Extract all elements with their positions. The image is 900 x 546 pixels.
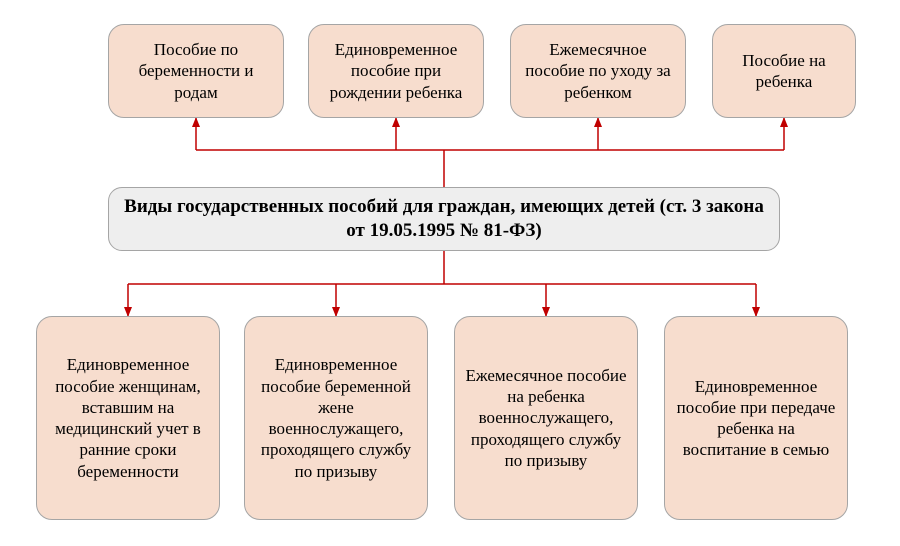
benefit-label: Единовременное пособие женщинам, вставши… (47, 354, 209, 482)
benefit-label: Единовременное пособие при рождении ребе… (319, 39, 473, 103)
benefit-label: Единовременное пособие беременной жене в… (255, 354, 417, 482)
benefit-box-military-child: Ежемесячное пособие на ребенка военнослу… (454, 316, 638, 520)
center-title-box: Виды государственных пособий для граждан… (108, 187, 780, 251)
benefit-box-pregnancy-birth: Пособие по беременности и родам (108, 24, 284, 118)
benefit-label: Единовременное пособие при передаче ребе… (675, 376, 837, 461)
benefit-label: Пособие на ребенка (723, 50, 845, 93)
benefit-box-birth-lump-sum: Единовременное пособие при рождении ребе… (308, 24, 484, 118)
center-title-text: Виды государственных пособий для граждан… (119, 195, 769, 243)
benefit-box-child-allowance: Пособие на ребенка (712, 24, 856, 118)
benefit-label: Ежемесячное пособие на ребенка военнослу… (465, 365, 627, 471)
benefit-box-monthly-childcare: Ежемесячное пособие по уходу за ребенком (510, 24, 686, 118)
benefit-box-early-registration: Единовременное пособие женщинам, вставши… (36, 316, 220, 520)
benefit-label: Пособие по беременности и родам (119, 39, 273, 103)
benefit-box-foster-transfer: Единовременное пособие при передаче ребе… (664, 316, 848, 520)
benefit-box-military-wife: Единовременное пособие беременной жене в… (244, 316, 428, 520)
benefit-label: Ежемесячное пособие по уходу за ребенком (521, 39, 675, 103)
